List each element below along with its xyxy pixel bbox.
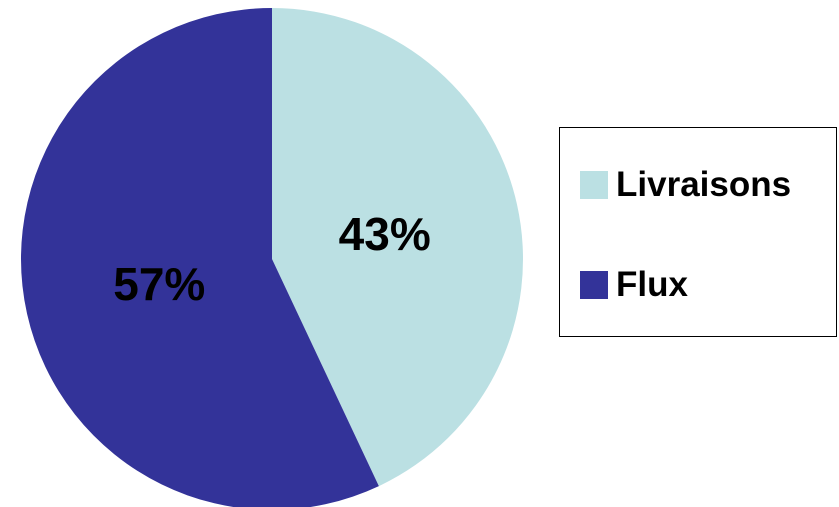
legend-item-livraisons: Livraisons	[580, 165, 791, 205]
legend-label-flux: Flux	[616, 265, 688, 304]
pie-slice-flux	[21, 8, 379, 507]
legend-swatch-flux	[580, 271, 608, 299]
legend-item-flux: Flux	[580, 265, 688, 305]
pie-slice-livraisons	[272, 8, 523, 487]
pie-slices	[21, 8, 523, 507]
legend-label-livraisons: Livraisons	[616, 165, 792, 204]
legend-swatch-livraisons	[580, 171, 608, 199]
chart-legend: Livraisons Flux	[559, 127, 837, 337]
pie-label-flux: 57%	[113, 258, 205, 310]
pie-labels: 43% 57%	[113, 208, 430, 310]
pie-label-livraisons: 43%	[339, 208, 431, 260]
